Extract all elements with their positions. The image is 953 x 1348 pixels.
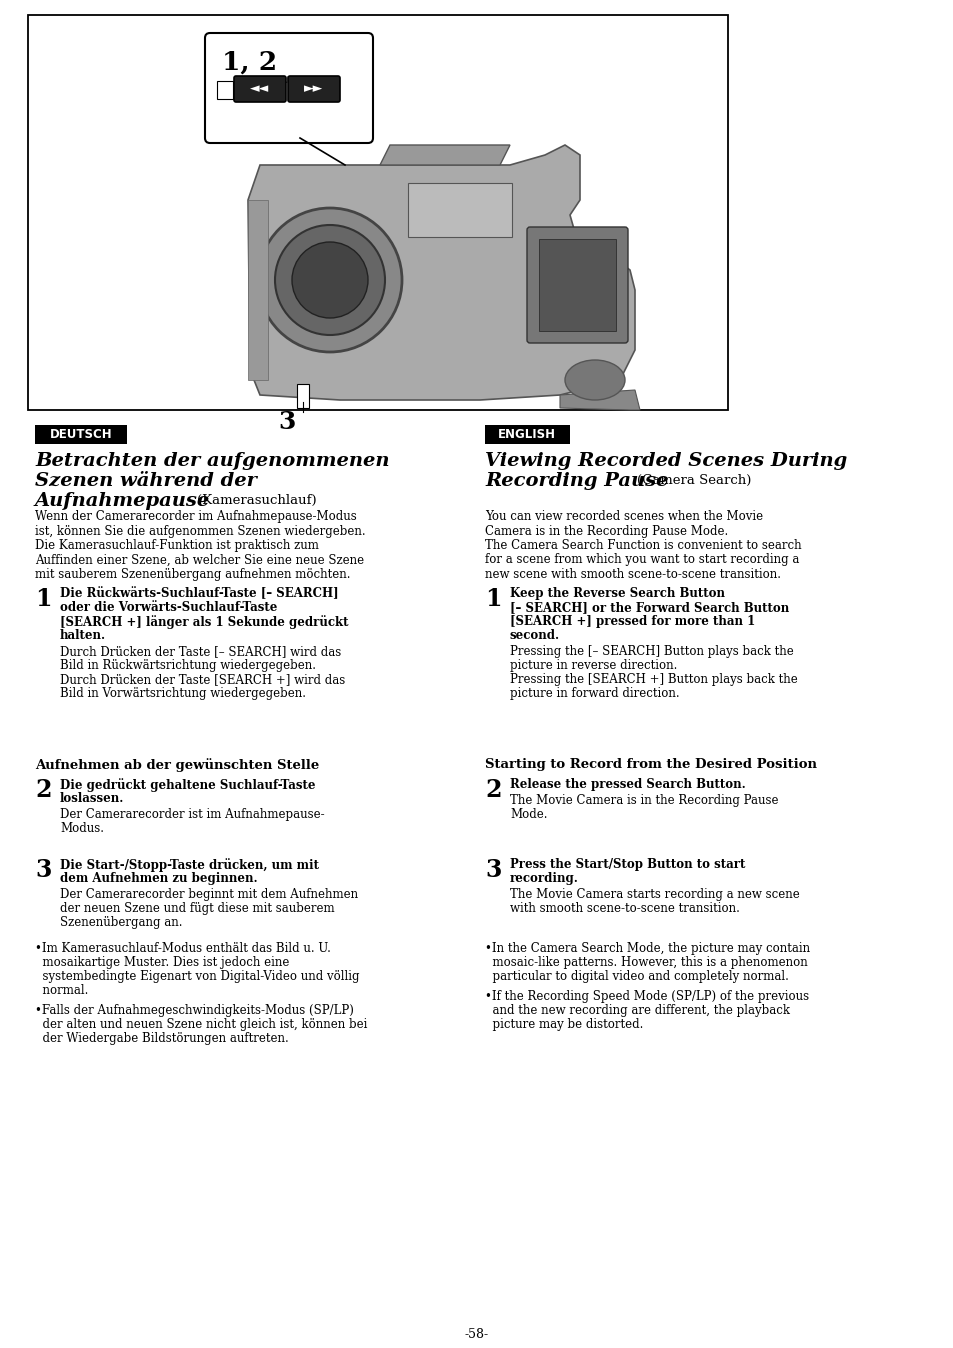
FancyBboxPatch shape: [233, 75, 286, 102]
Bar: [28, 15, 727, 410]
Text: 3: 3: [484, 857, 501, 882]
Text: Durch Drücken der Taste [– SEARCH] wird das: Durch Drücken der Taste [– SEARCH] wird …: [60, 644, 341, 658]
Text: Keep the Reverse Search Button: Keep the Reverse Search Button: [510, 586, 724, 600]
Text: new scene with smooth scene-to-scene transition.: new scene with smooth scene-to-scene tra…: [484, 568, 781, 581]
Text: Szenenübergang an.: Szenenübergang an.: [60, 917, 182, 929]
Text: (Kamerasuchlauf): (Kamerasuchlauf): [196, 493, 316, 507]
FancyBboxPatch shape: [248, 200, 268, 380]
Text: – SEARCH +: – SEARCH +: [262, 75, 315, 85]
FancyBboxPatch shape: [526, 226, 627, 342]
Text: 2: 2: [35, 778, 51, 802]
Text: The Movie Camera is in the Recording Pause: The Movie Camera is in the Recording Pau…: [510, 794, 778, 807]
Text: You can view recorded scenes when the Movie: You can view recorded scenes when the Mo…: [484, 510, 762, 523]
Text: particular to digital video and completely normal.: particular to digital video and complete…: [484, 971, 788, 983]
Text: for a scene from which you want to start recording a: for a scene from which you want to start…: [484, 554, 799, 566]
Text: Auffinden einer Szene, ab welcher Sie eine neue Szene: Auffinden einer Szene, ab welcher Sie ei…: [35, 554, 364, 566]
Text: ◄◄: ◄◄: [250, 82, 270, 96]
Circle shape: [274, 225, 385, 336]
Text: systembedingte Eigenart von Digital-Video und völlig: systembedingte Eigenart von Digital-Vide…: [35, 971, 359, 983]
Text: picture in forward direction.: picture in forward direction.: [510, 687, 679, 700]
Text: [SEARCH +] pressed for more than 1: [SEARCH +] pressed for more than 1: [510, 615, 755, 628]
Text: 2: 2: [484, 778, 501, 802]
Circle shape: [292, 243, 368, 318]
Text: 1, 2: 1, 2: [222, 50, 276, 75]
Text: der neuen Szene und fügt diese mit sauberem: der neuen Szene und fügt diese mit saube…: [60, 902, 335, 915]
Text: Mode.: Mode.: [510, 807, 547, 821]
Text: •Im Kamerasuchlauf-Modus enthält das Bild u. U.: •Im Kamerasuchlauf-Modus enthält das Bil…: [35, 942, 331, 954]
Polygon shape: [559, 390, 639, 410]
Text: ►►: ►►: [304, 82, 323, 96]
Text: Press the Start/Stop Button to start: Press the Start/Stop Button to start: [510, 857, 744, 871]
Text: and the new recording are different, the playback: and the new recording are different, the…: [484, 1004, 789, 1016]
Text: ist, können Sie die aufgenommen Szenen wiedergeben.: ist, können Sie die aufgenommen Szenen w…: [35, 524, 365, 538]
Text: Release the pressed Search Button.: Release the pressed Search Button.: [510, 778, 745, 791]
Text: •In the Camera Search Mode, the picture may contain: •In the Camera Search Mode, the picture …: [484, 942, 809, 954]
Text: 1: 1: [35, 586, 51, 611]
Text: Durch Drücken der Taste [SEARCH +] wird das: Durch Drücken der Taste [SEARCH +] wird …: [60, 673, 345, 686]
Text: The Movie Camera starts recording a new scene: The Movie Camera starts recording a new …: [510, 888, 799, 900]
Text: Die Start-/Stopp-Taste drücken, um mit: Die Start-/Stopp-Taste drücken, um mit: [60, 857, 318, 872]
Text: mit sauberem Szenenübergang aufnehmen möchten.: mit sauberem Szenenübergang aufnehmen mö…: [35, 568, 350, 581]
Text: Bild in Vorwärtsrichtung wiedergegeben.: Bild in Vorwärtsrichtung wiedergegeben.: [60, 687, 306, 700]
Text: [SEARCH +] länger als 1 Sekunde gedrückt: [SEARCH +] länger als 1 Sekunde gedrückt: [60, 615, 348, 630]
Text: mosaic-like patterns. However, this is a phenomenon: mosaic-like patterns. However, this is a…: [484, 956, 807, 969]
Text: •Falls der Aufnahmegeschwindigkeits-Modus (SP/LP): •Falls der Aufnahmegeschwindigkeits-Modu…: [35, 1004, 354, 1016]
Text: Starting to Record from the Desired Position: Starting to Record from the Desired Posi…: [484, 758, 816, 771]
Text: Die gedrückt gehaltene Suchlauf-Taste: Die gedrückt gehaltene Suchlauf-Taste: [60, 778, 315, 791]
Text: Viewing Recorded Scenes During: Viewing Recorded Scenes During: [484, 452, 846, 470]
Text: der Wiedergabe Bildstörungen auftreten.: der Wiedergabe Bildstörungen auftreten.: [35, 1033, 289, 1045]
Text: Der Camerarecorder beginnt mit dem Aufnehmen: Der Camerarecorder beginnt mit dem Aufne…: [60, 888, 357, 900]
Text: Aufnahmepause: Aufnahmepause: [35, 492, 216, 510]
Text: -58-: -58-: [464, 1328, 489, 1341]
Text: 3: 3: [35, 857, 51, 882]
Text: recording.: recording.: [510, 872, 578, 886]
Text: Betrachten der aufgenommenen: Betrachten der aufgenommenen: [35, 452, 389, 470]
Text: second.: second.: [510, 630, 559, 642]
FancyBboxPatch shape: [288, 75, 339, 102]
Text: 1: 1: [484, 586, 501, 611]
Text: DEUTSCH: DEUTSCH: [50, 427, 112, 441]
Text: Szenen während der: Szenen während der: [35, 472, 256, 491]
Text: Der Camerarecorder ist im Aufnahmepause-: Der Camerarecorder ist im Aufnahmepause-: [60, 807, 324, 821]
Text: normal.: normal.: [35, 984, 89, 998]
FancyBboxPatch shape: [408, 183, 512, 237]
FancyBboxPatch shape: [216, 81, 233, 98]
Bar: [484, 425, 569, 443]
FancyBboxPatch shape: [538, 239, 616, 332]
Text: Pressing the [– SEARCH] Button plays back the: Pressing the [– SEARCH] Button plays bac…: [510, 644, 793, 658]
Text: Bild in Rückwärtsrichtung wiedergegeben.: Bild in Rückwärtsrichtung wiedergegeben.: [60, 659, 315, 673]
FancyBboxPatch shape: [296, 384, 309, 408]
Text: Wenn der Camerarecorder im Aufnahmepause-Modus: Wenn der Camerarecorder im Aufnahmepause…: [35, 510, 356, 523]
Polygon shape: [248, 146, 635, 400]
Polygon shape: [379, 146, 510, 164]
Bar: [35, 425, 127, 443]
Text: mosaikartige Muster. Dies ist jedoch eine: mosaikartige Muster. Dies ist jedoch ein…: [35, 956, 289, 969]
FancyBboxPatch shape: [205, 32, 373, 143]
Text: picture in reverse direction.: picture in reverse direction.: [510, 659, 677, 673]
Text: der alten und neuen Szene nicht gleich ist, können bei: der alten und neuen Szene nicht gleich i…: [35, 1018, 367, 1031]
Text: Recording Pause: Recording Pause: [484, 472, 675, 491]
Text: •If the Recording Speed Mode (SP/LP) of the previous: •If the Recording Speed Mode (SP/LP) of …: [484, 989, 808, 1003]
Text: 3: 3: [277, 410, 295, 434]
Text: Die Rückwärts-Suchlauf-Taste [– SEARCH]: Die Rückwärts-Suchlauf-Taste [– SEARCH]: [60, 586, 338, 600]
Text: ENGLISH: ENGLISH: [497, 427, 556, 441]
Text: The Camera Search Function is convenient to search: The Camera Search Function is convenient…: [484, 539, 801, 551]
Text: Die Kamerasuchlauf-Funktion ist praktisch zum: Die Kamerasuchlauf-Funktion ist praktisc…: [35, 539, 318, 551]
Text: oder die Vorwärts-Suchlauf-Taste: oder die Vorwärts-Suchlauf-Taste: [60, 601, 277, 613]
Text: Modus.: Modus.: [60, 822, 104, 834]
Text: loslassen.: loslassen.: [60, 793, 124, 805]
Text: Pressing the [SEARCH +] Button plays back the: Pressing the [SEARCH +] Button plays bac…: [510, 673, 797, 686]
Text: picture may be distorted.: picture may be distorted.: [484, 1018, 642, 1031]
Text: halten.: halten.: [60, 630, 106, 642]
Text: Camera is in the Recording Pause Mode.: Camera is in the Recording Pause Mode.: [484, 524, 727, 538]
Text: [– SEARCH] or the Forward Search Button: [– SEARCH] or the Forward Search Button: [510, 601, 788, 613]
Ellipse shape: [564, 360, 624, 400]
Text: with smooth scene-to-scene transition.: with smooth scene-to-scene transition.: [510, 902, 740, 915]
Text: dem Aufnehmen zu beginnen.: dem Aufnehmen zu beginnen.: [60, 872, 257, 886]
Text: Aufnehmen ab der gewünschten Stelle: Aufnehmen ab der gewünschten Stelle: [35, 758, 319, 772]
Text: (Camera Search): (Camera Search): [637, 474, 751, 487]
Circle shape: [257, 208, 401, 352]
